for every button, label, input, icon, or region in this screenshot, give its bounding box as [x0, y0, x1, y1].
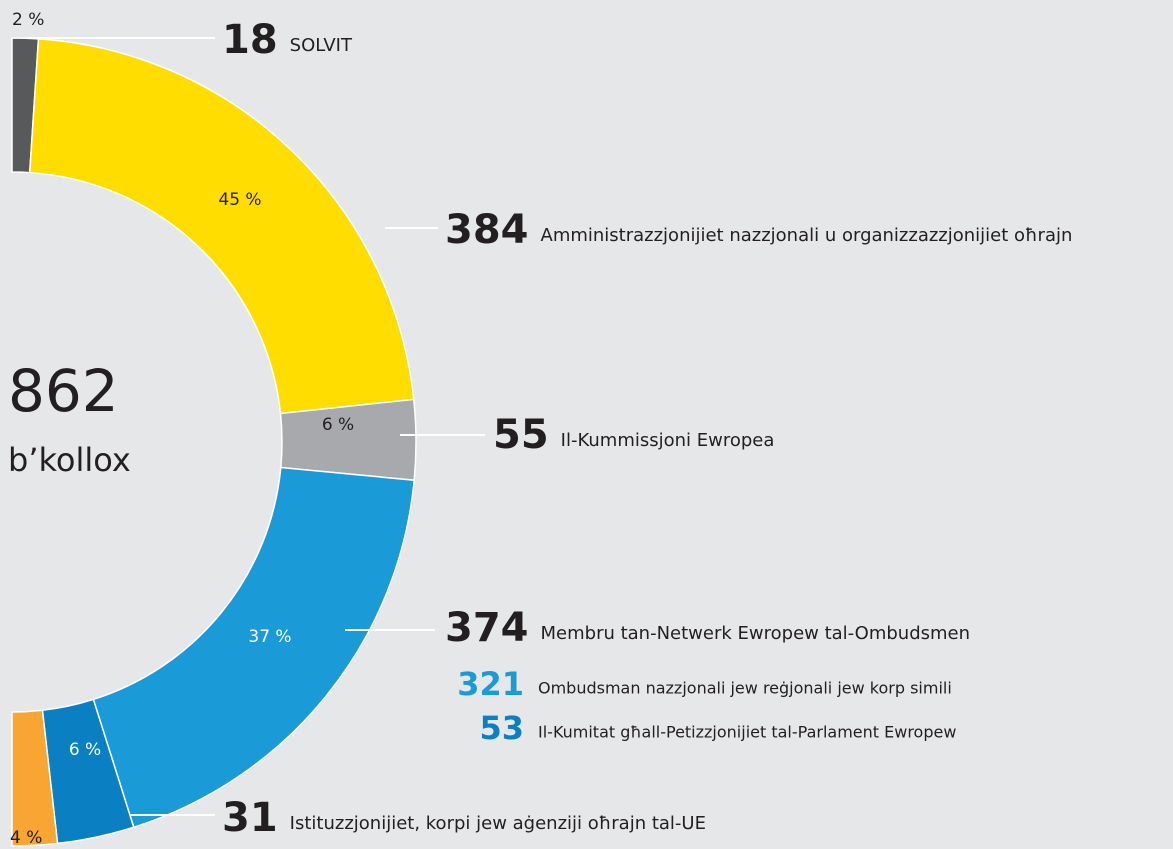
total-value: 862 — [8, 357, 119, 425]
sub-value: 53 — [479, 709, 524, 747]
donut-segment — [28, 38, 415, 415]
percent-label: 2 % — [12, 10, 44, 30]
segment-name: Amministrazzjonijiet nazzjonali u organi… — [541, 225, 1073, 246]
total-label: b’kollox — [8, 441, 131, 479]
donut-segment — [11, 709, 59, 847]
percent-label: 6 % — [322, 415, 354, 435]
segment-name: Istituzzjonijiet, korpi jew aġenziji oħr… — [290, 813, 706, 834]
segment-name: Il-Kummissjoni Ewropea — [561, 430, 775, 451]
segment-value: 384 — [445, 207, 529, 253]
segment-value: 55 — [493, 412, 549, 458]
donut-segment — [92, 466, 416, 829]
percent-label: 6 % — [69, 740, 101, 760]
sub-value: 321 — [457, 665, 524, 703]
segment-value: 18 — [222, 17, 278, 63]
percent-label: 45 % — [218, 190, 261, 210]
segment-value: 31 — [222, 795, 278, 841]
percent-label: 37 % — [248, 627, 291, 647]
donut-segment — [279, 398, 417, 482]
sub-name: Ombudsman nazzjonali jew reġjonali jew k… — [538, 679, 952, 698]
segment-name: SOLVIT — [290, 35, 353, 56]
segment-name: Membru tan-Netwerk Ewropew tal-Ombudsmen — [541, 623, 971, 644]
segment-value: 374 — [445, 605, 529, 651]
percent-label: 4 % — [10, 828, 42, 848]
sub-name: Il-Kumitat għall-Petizzjonijiet tal-Parl… — [538, 723, 956, 742]
